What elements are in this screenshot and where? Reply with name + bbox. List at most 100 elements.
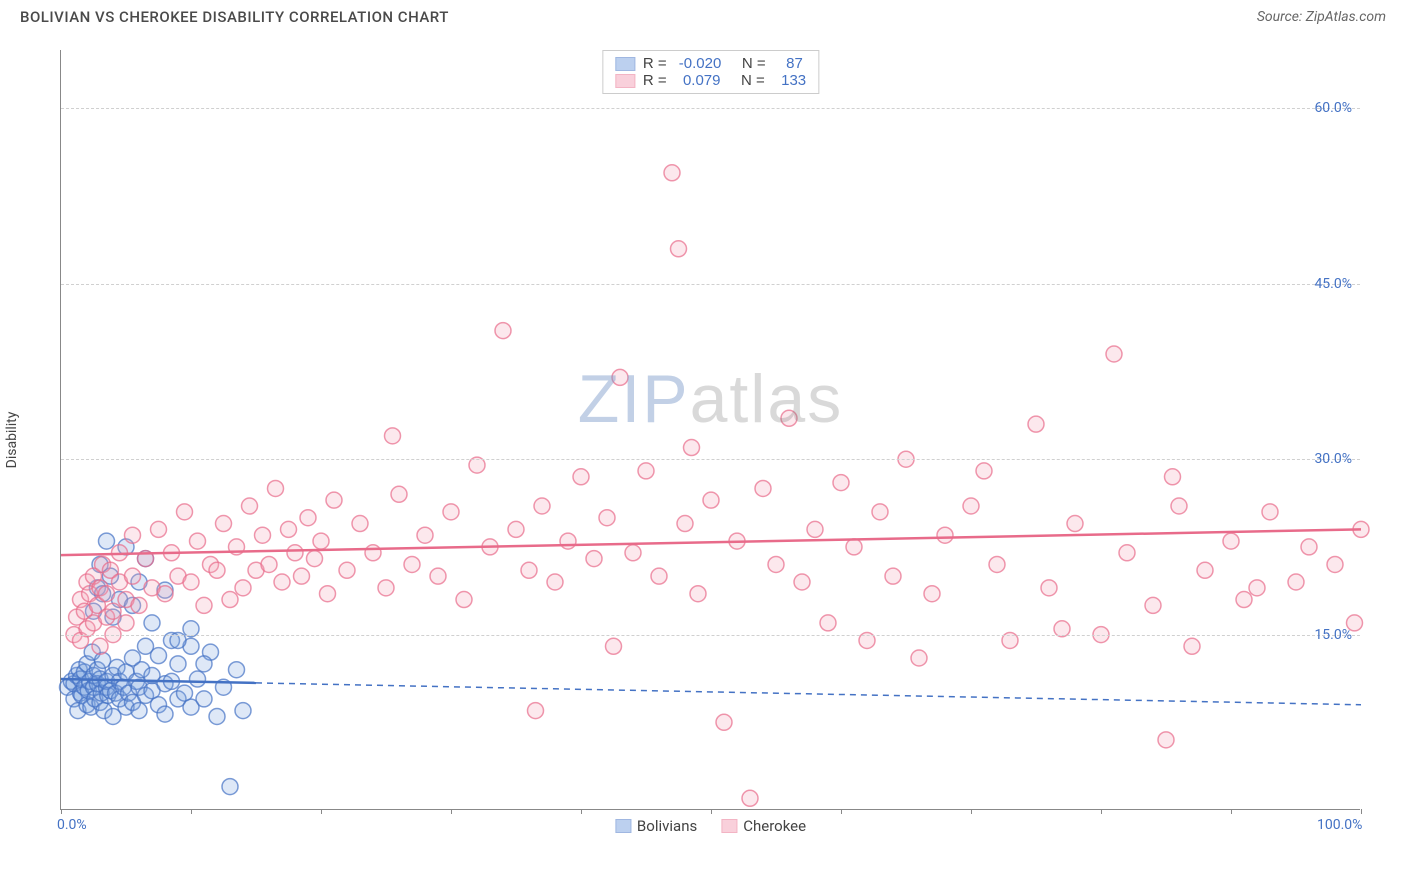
scatter-point [183,574,199,590]
series-legend-label: Bolivians [637,817,697,835]
scatter-point [222,779,238,795]
scatter-point [885,568,901,584]
scatter-point [261,556,277,572]
scatter-point [125,527,141,543]
x-tick-mark [321,809,322,814]
series-legend-label: Cherokee [743,817,806,835]
scatter-point [534,498,550,514]
scatter-point [125,568,141,584]
stats-legend: R = -0.020 N = 87R = 0.079 N = 133 [602,50,819,94]
stats-legend-row: R = -0.020 N = 87 [615,55,806,72]
scatter-point [1067,516,1083,532]
scatter-point [625,545,641,561]
scatter-point [1165,469,1181,485]
scatter-point [313,533,329,549]
scatter-point [190,533,206,549]
scatter-point [781,410,797,426]
x-tick-mark [581,809,582,814]
scatter-point [716,714,732,730]
scatter-point [638,463,654,479]
scatter-point [391,486,407,502]
scatter-point [794,574,810,590]
scatter-point [99,533,115,549]
scatter-point [339,562,355,578]
series-legend-item: Bolivians [615,817,697,835]
x-tick-mark [451,809,452,814]
scatter-point [612,369,628,385]
scatter-point [573,469,589,485]
scatter-point [281,521,297,537]
legend-n-label: N = [729,72,769,89]
x-tick-mark [711,809,712,814]
legend-swatch [615,74,635,88]
x-tick-mark [1101,809,1102,814]
scatter-point [365,545,381,561]
scatter-point [1145,597,1161,613]
scatter-point [378,580,394,596]
legend-swatch [615,57,635,71]
scatter-point [151,521,167,537]
scatter-point [1249,580,1265,596]
scatter-point [872,504,888,520]
scatter-plot-svg [61,50,1360,809]
scatter-point [105,603,121,619]
x-tick-mark [1231,809,1232,814]
scatter-point [216,516,232,532]
scatter-point [274,574,290,590]
scatter-point [755,480,771,496]
scatter-point [742,790,758,806]
legend-r-value: 0.079 [679,72,721,89]
scatter-point [144,615,160,631]
scatter-point [196,597,212,613]
trendline-extrapolated [256,683,1361,705]
scatter-point [807,521,823,537]
scatter-point [190,671,206,687]
scatter-point [528,703,544,719]
scatter-point [1119,545,1135,561]
scatter-point [157,586,173,602]
scatter-point [170,656,186,672]
scatter-point [1223,533,1239,549]
scatter-point [235,703,251,719]
scatter-point [599,510,615,526]
scatter-point [1028,416,1044,432]
gridline-h [61,108,1360,109]
series-legend-swatch [615,819,631,833]
scatter-point [209,708,225,724]
scatter-point [1327,556,1343,572]
scatter-point [547,574,563,590]
series-legend: Bolivians Cherokee [615,817,806,835]
x-tick-mark [191,809,192,814]
scatter-point [404,556,420,572]
scatter-point [196,656,212,672]
scatter-point [255,527,271,543]
scatter-point [229,662,245,678]
gridline-h [61,284,1360,285]
chart-title: BOLIVIAN VS CHEROKEE DISABILITY CORRELAT… [20,8,449,26]
stats-legend-row: R = 0.079 N = 133 [615,72,806,89]
legend-n-value: 133 [777,72,806,89]
scatter-point [508,521,524,537]
legend-n-label: N = [729,55,769,72]
scatter-point [222,592,238,608]
scatter-point [1041,580,1057,596]
scatter-point [664,165,680,181]
scatter-point [287,545,303,561]
gridline-h [61,459,1360,460]
y-tick-label: 30.0% [1314,451,1352,467]
legend-r-label: R = [643,55,671,72]
chart-header: BOLIVIAN VS CHEROKEE DISABILITY CORRELAT… [0,0,1406,30]
scatter-point [95,652,111,668]
scatter-point [352,516,368,532]
scatter-point [1236,592,1252,608]
scatter-point [820,615,836,631]
y-tick-label: 45.0% [1314,276,1352,292]
scatter-point [131,597,147,613]
series-legend-swatch [721,819,737,833]
scatter-point [443,504,459,520]
scatter-point [1184,638,1200,654]
scatter-point [242,498,258,514]
scatter-point [703,492,719,508]
scatter-point [417,527,433,543]
legend-r-label: R = [643,72,671,89]
